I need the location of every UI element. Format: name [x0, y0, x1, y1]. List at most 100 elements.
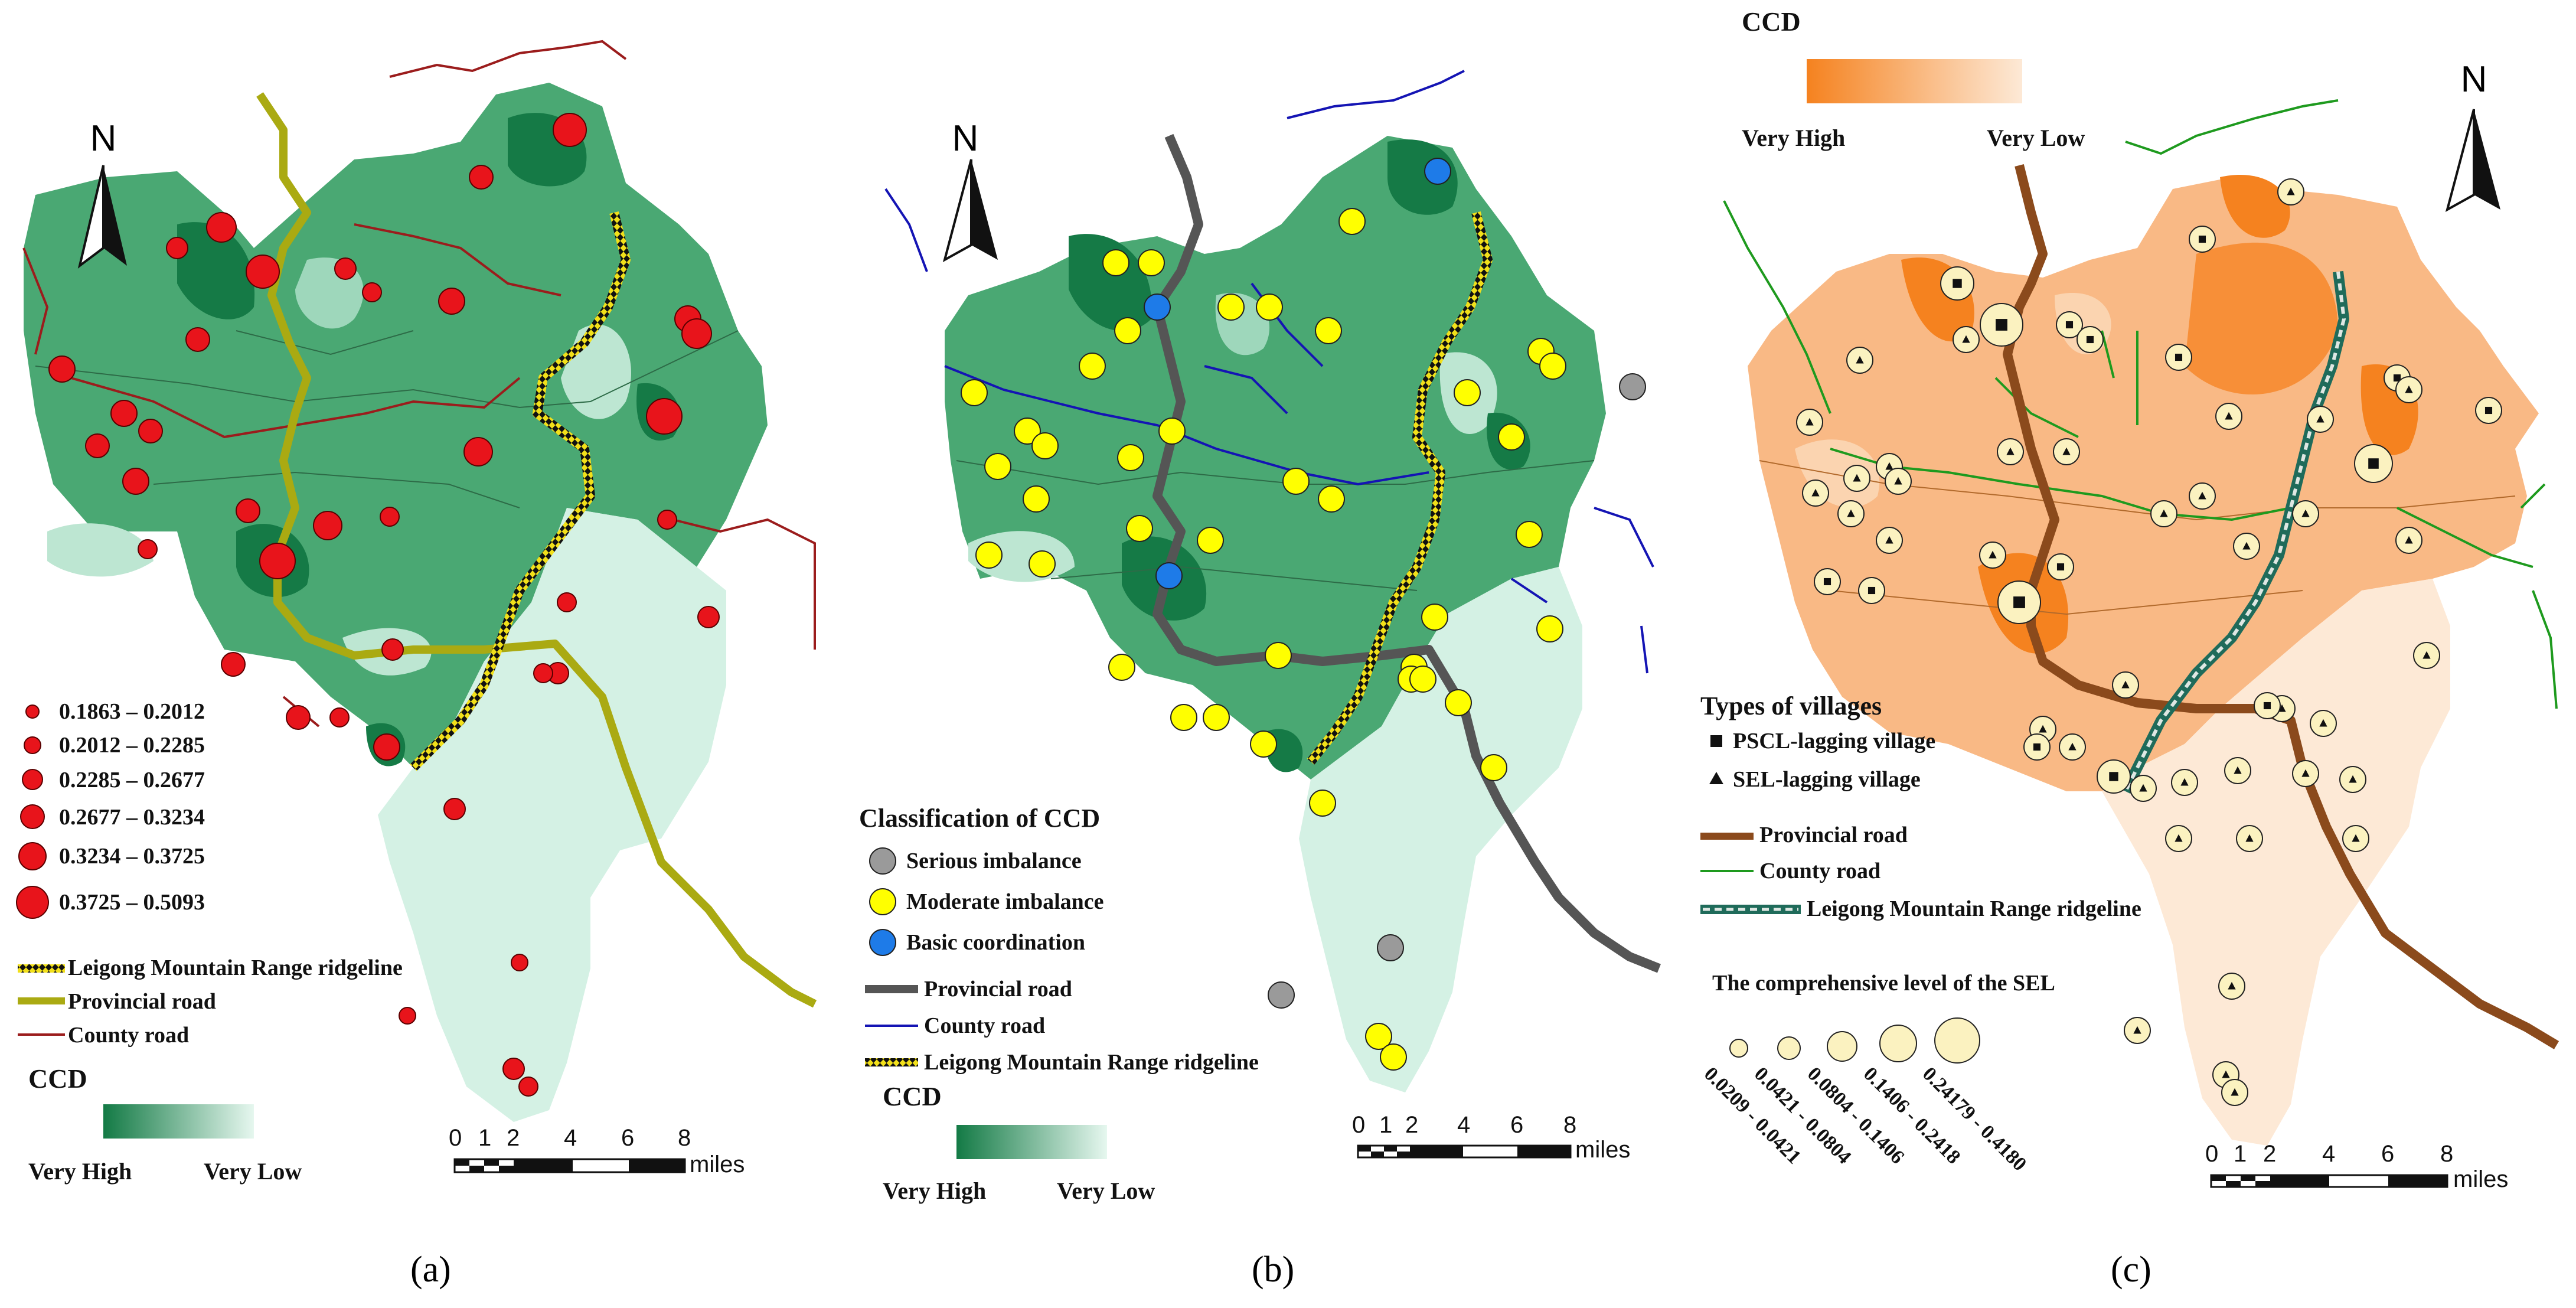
sel-marker — [2242, 542, 2251, 550]
scale-tick-a-0: 0 — [449, 1125, 462, 1151]
ridgeline-legend-label-a: Leigong Mountain Range ridgeline — [68, 955, 403, 980]
scale-tick-b-1: 1 — [1379, 1112, 1393, 1138]
village-symbols-c — [1796, 178, 2502, 1106]
ridgeline-legend-symbol-a — [18, 964, 65, 973]
ccd-gradient-b — [956, 1125, 1107, 1159]
sel-marker — [2225, 412, 2233, 420]
pscl-marker — [2065, 321, 2074, 329]
pscl-marker — [2198, 235, 2206, 243]
sel-marker — [2352, 834, 2360, 842]
ccd-low-label-a: Very Low — [204, 1158, 302, 1185]
scale-tick-b-2: 2 — [1405, 1112, 1419, 1138]
pscl-marker — [2263, 702, 2271, 710]
panel-caption-a: (a) — [410, 1250, 451, 1290]
sel-marker — [2349, 775, 2357, 783]
district-boundary-a — [35, 330, 739, 508]
sel-marker — [2301, 769, 2310, 777]
sel-marker — [1962, 335, 1970, 343]
scale-unit-a: miles — [690, 1152, 745, 1177]
provincial-road-legend-label-b: Provincial road — [924, 977, 1072, 1002]
county-road-b — [884, 70, 1654, 674]
county-road-c — [1723, 99, 2558, 709]
scale-tick-a-5: 8 — [678, 1125, 691, 1151]
sel-marker — [2222, 1070, 2230, 1078]
pscl-marker — [1953, 279, 1962, 288]
region-south-a — [378, 508, 726, 1122]
svg-text:N: N — [952, 118, 979, 159]
scale-tick-c-3: 4 — [2322, 1141, 2336, 1167]
ccd-high-label-c: Very High — [1742, 125, 1846, 151]
sel-marker — [2068, 742, 2077, 751]
north-arrow-b: N — [942, 118, 998, 263]
ridgeline-a — [410, 211, 631, 771]
ridgeline-legend-symbol-b — [865, 1058, 918, 1066]
village-dots-a — [48, 113, 720, 1097]
ridgeline-b — [1307, 211, 1493, 765]
sel-marker — [2319, 719, 2327, 727]
dot-legend-item-1: 0.1863 – 0.2012 — [59, 699, 205, 724]
pscl-marker — [1823, 578, 1831, 586]
sel-marker — [2228, 981, 2236, 990]
sel-marker — [2133, 1026, 2141, 1034]
provincial-road-a — [256, 92, 817, 1008]
sel-marker — [1847, 509, 1855, 517]
county-road-legend-label-c: County road — [1759, 859, 1881, 883]
sel-size-legend — [1729, 1017, 1980, 1064]
pscl-marker — [2086, 335, 2094, 344]
scale-tick-a-4: 6 — [621, 1125, 635, 1151]
region-south-b — [1299, 567, 1582, 1092]
svg-text:N: N — [90, 118, 117, 159]
class-serious-label: Serious imbalance — [906, 849, 1082, 873]
dot-legend-item-6: 0.3725 – 0.5093 — [59, 890, 205, 915]
sel-marker — [2062, 447, 2071, 455]
sel-marker — [2006, 447, 2015, 455]
scale-tick-c-4: 6 — [2381, 1141, 2395, 1167]
provincial-road-legend-label-c: Provincial road — [1759, 823, 1908, 847]
scale-tick-b-4: 6 — [1510, 1112, 1524, 1138]
county-road-legend-label-a: County road — [68, 1023, 190, 1048]
ridgeline-c-inner — [2124, 271, 2346, 792]
types-legend-title: Types of villages — [1700, 691, 1882, 720]
scale-tick-a-2: 2 — [507, 1125, 520, 1151]
svg-text:N: N — [2461, 59, 2487, 100]
sel-marker — [2198, 491, 2206, 500]
sel-size-legend-title: The comprehensive level of the SEL — [1712, 971, 2055, 996]
scale-tick-c-1: 1 — [2234, 1141, 2247, 1167]
sel-marker — [1894, 477, 1902, 485]
sel-marker — [2405, 536, 2413, 544]
sel-legend-symbol — [1709, 772, 1723, 784]
region-south-c — [2102, 579, 2450, 1146]
class-legend-symbols-b — [869, 847, 896, 956]
pscl-marker — [2368, 458, 2379, 469]
county-road-legend-label-b: County road — [924, 1013, 1046, 1038]
dot-legend-symbols-a — [16, 704, 49, 919]
sel-marker — [2405, 385, 2413, 393]
class-legend-title-b: Classification of CCD — [859, 804, 1101, 833]
sel-marker — [2234, 766, 2242, 774]
scale-bar-c — [2210, 1174, 2448, 1188]
scale-tick-a-1: 1 — [478, 1125, 492, 1151]
sel-marker — [2316, 415, 2324, 423]
class-basic-label: Basic coordination — [906, 930, 1085, 955]
north-arrow-a: N — [77, 118, 127, 269]
sel-marker — [2121, 680, 2130, 689]
panel-b-map: N — [865, 70, 1661, 1159]
dot-legend-item-3: 0.2285 – 0.2677 — [59, 768, 205, 792]
pscl-legend-label: PSCL-lagging village — [1733, 729, 1936, 754]
ccd-title-c: CCD — [1742, 6, 1801, 37]
sel-marker — [2180, 778, 2189, 786]
class-moderate-label: Moderate imbalance — [906, 889, 1104, 914]
scale-unit-c: miles — [2453, 1166, 2509, 1192]
sel-marker — [2139, 784, 2147, 792]
sel-marker — [2160, 509, 2168, 517]
scale-tick-b-0: 0 — [1352, 1112, 1366, 1138]
sel-marker — [2175, 834, 2183, 842]
panel-a-map: N — [16, 40, 817, 1173]
county-road-a — [22, 40, 816, 728]
pscl-marker — [1996, 319, 2007, 331]
scale-tick-c-5: 8 — [2440, 1141, 2454, 1167]
sel-marker — [1806, 417, 1814, 426]
sel-marker — [2231, 1088, 2239, 1096]
dark-patch-c — [2220, 175, 2290, 238]
pscl-marker — [2056, 563, 2065, 571]
